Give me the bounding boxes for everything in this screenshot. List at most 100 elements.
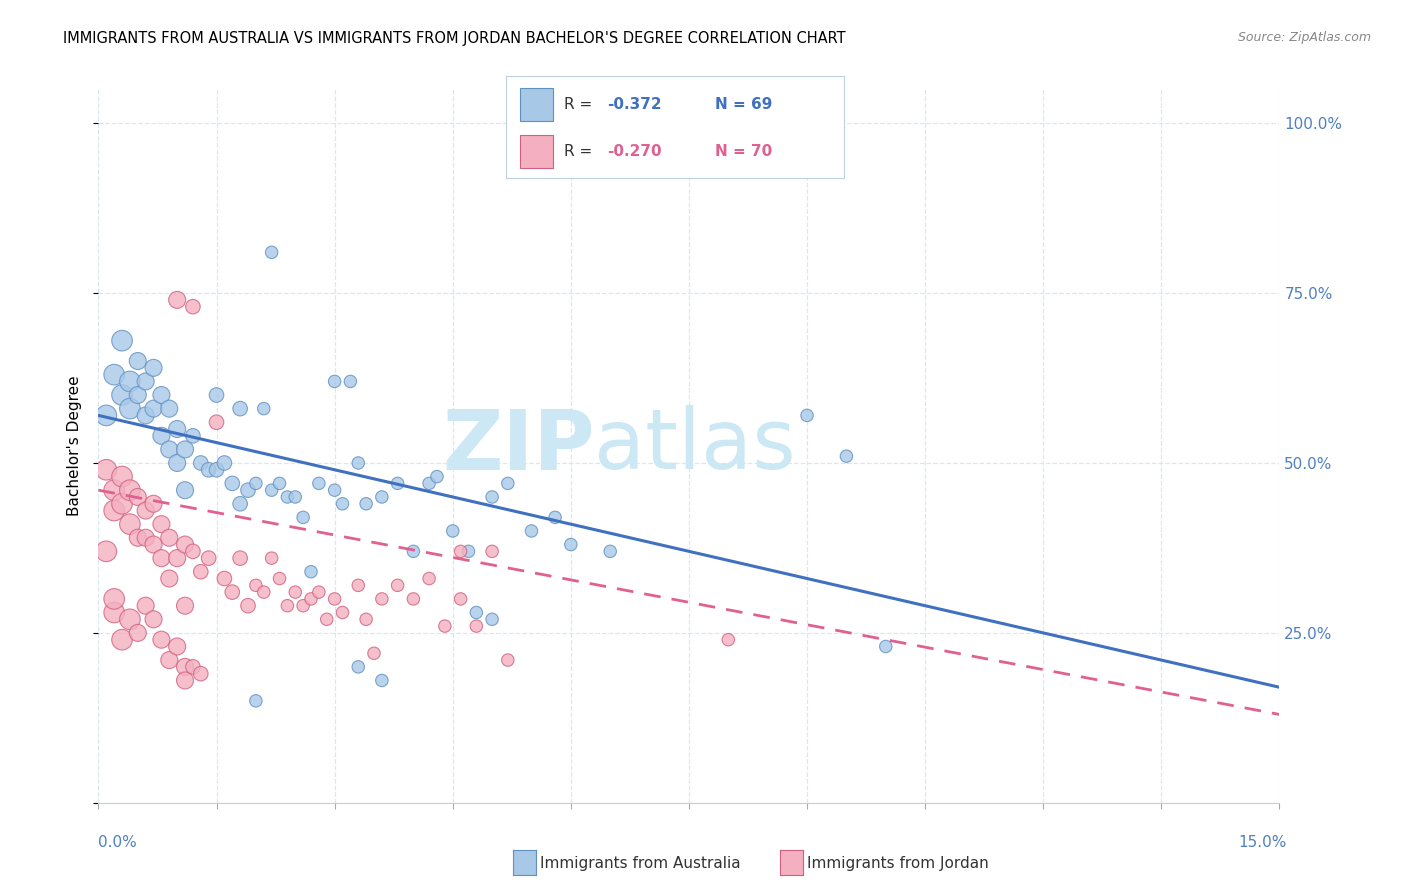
Point bbox=[197, 463, 219, 477]
Point bbox=[96, 544, 118, 558]
Point bbox=[465, 606, 488, 620]
Point bbox=[103, 483, 125, 498]
Point bbox=[323, 375, 346, 389]
Point bbox=[387, 578, 409, 592]
Text: R =: R = bbox=[564, 145, 592, 160]
Point bbox=[157, 401, 180, 416]
Text: Source: ZipAtlas.com: Source: ZipAtlas.com bbox=[1237, 31, 1371, 45]
Point bbox=[118, 375, 141, 389]
FancyBboxPatch shape bbox=[520, 136, 554, 168]
Point bbox=[418, 476, 440, 491]
Point bbox=[111, 632, 134, 647]
Point bbox=[166, 551, 188, 566]
Text: atlas: atlas bbox=[595, 406, 796, 486]
Point bbox=[260, 483, 283, 498]
Point bbox=[103, 591, 125, 606]
Point bbox=[339, 375, 361, 389]
Text: Immigrants from Jordan: Immigrants from Jordan bbox=[807, 856, 988, 871]
Point bbox=[426, 469, 449, 483]
Point bbox=[127, 531, 149, 545]
Point bbox=[323, 483, 346, 498]
Point bbox=[142, 401, 165, 416]
Point bbox=[229, 401, 252, 416]
Point bbox=[174, 537, 197, 551]
Point bbox=[260, 551, 283, 566]
Text: IMMIGRANTS FROM AUSTRALIA VS IMMIGRANTS FROM JORDAN BACHELOR'S DEGREE CORRELATIO: IMMIGRANTS FROM AUSTRALIA VS IMMIGRANTS … bbox=[63, 31, 846, 46]
Point bbox=[197, 551, 219, 566]
Point bbox=[214, 572, 236, 586]
Point bbox=[269, 476, 291, 491]
Point bbox=[260, 245, 283, 260]
Point bbox=[371, 490, 394, 504]
Point bbox=[465, 619, 488, 633]
Point bbox=[205, 463, 228, 477]
Point bbox=[450, 591, 472, 606]
Point bbox=[205, 415, 228, 429]
Point bbox=[111, 334, 134, 348]
Point bbox=[150, 551, 173, 566]
Point bbox=[253, 585, 276, 599]
Point bbox=[332, 497, 354, 511]
Point bbox=[292, 510, 315, 524]
Point bbox=[520, 524, 543, 538]
Point bbox=[276, 490, 298, 504]
Point bbox=[599, 544, 621, 558]
Point bbox=[118, 401, 141, 416]
Point bbox=[111, 497, 134, 511]
Point bbox=[174, 673, 197, 688]
Point bbox=[236, 599, 259, 613]
Point bbox=[276, 599, 298, 613]
Point bbox=[496, 476, 519, 491]
Point bbox=[481, 490, 503, 504]
Point bbox=[135, 409, 157, 423]
Point bbox=[190, 666, 212, 681]
Point bbox=[347, 578, 370, 592]
Point bbox=[174, 483, 197, 498]
Point bbox=[157, 653, 180, 667]
Point bbox=[221, 585, 243, 599]
Point bbox=[174, 442, 197, 457]
Point bbox=[229, 551, 252, 566]
Point bbox=[315, 612, 337, 626]
Point bbox=[253, 401, 276, 416]
Point bbox=[796, 409, 818, 423]
Point bbox=[354, 497, 377, 511]
Point bbox=[142, 537, 165, 551]
Text: N = 70: N = 70 bbox=[716, 145, 773, 160]
Point bbox=[157, 531, 180, 545]
Point bbox=[229, 497, 252, 511]
Point bbox=[450, 544, 472, 558]
Point bbox=[135, 375, 157, 389]
Point bbox=[166, 456, 188, 470]
Point bbox=[457, 544, 479, 558]
Point bbox=[332, 606, 354, 620]
Point bbox=[835, 449, 858, 463]
Point bbox=[127, 626, 149, 640]
Point bbox=[245, 578, 267, 592]
Point bbox=[181, 544, 204, 558]
Point bbox=[127, 388, 149, 402]
Point bbox=[174, 599, 197, 613]
Text: 0.0%: 0.0% bbox=[98, 836, 138, 850]
Point bbox=[205, 388, 228, 402]
Point bbox=[387, 476, 409, 491]
Point bbox=[103, 503, 125, 517]
Point bbox=[174, 660, 197, 674]
Point bbox=[118, 517, 141, 532]
Point bbox=[544, 510, 567, 524]
Point bbox=[142, 497, 165, 511]
Point bbox=[127, 354, 149, 368]
Point bbox=[135, 531, 157, 545]
Point bbox=[308, 476, 330, 491]
Point bbox=[181, 660, 204, 674]
Point bbox=[181, 300, 204, 314]
Point bbox=[157, 442, 180, 457]
Point bbox=[236, 483, 259, 498]
Point bbox=[284, 490, 307, 504]
Point bbox=[560, 537, 582, 551]
Text: R =: R = bbox=[564, 97, 592, 112]
Point bbox=[142, 360, 165, 375]
Point bbox=[135, 503, 157, 517]
Point bbox=[166, 640, 188, 654]
Point bbox=[363, 646, 385, 660]
